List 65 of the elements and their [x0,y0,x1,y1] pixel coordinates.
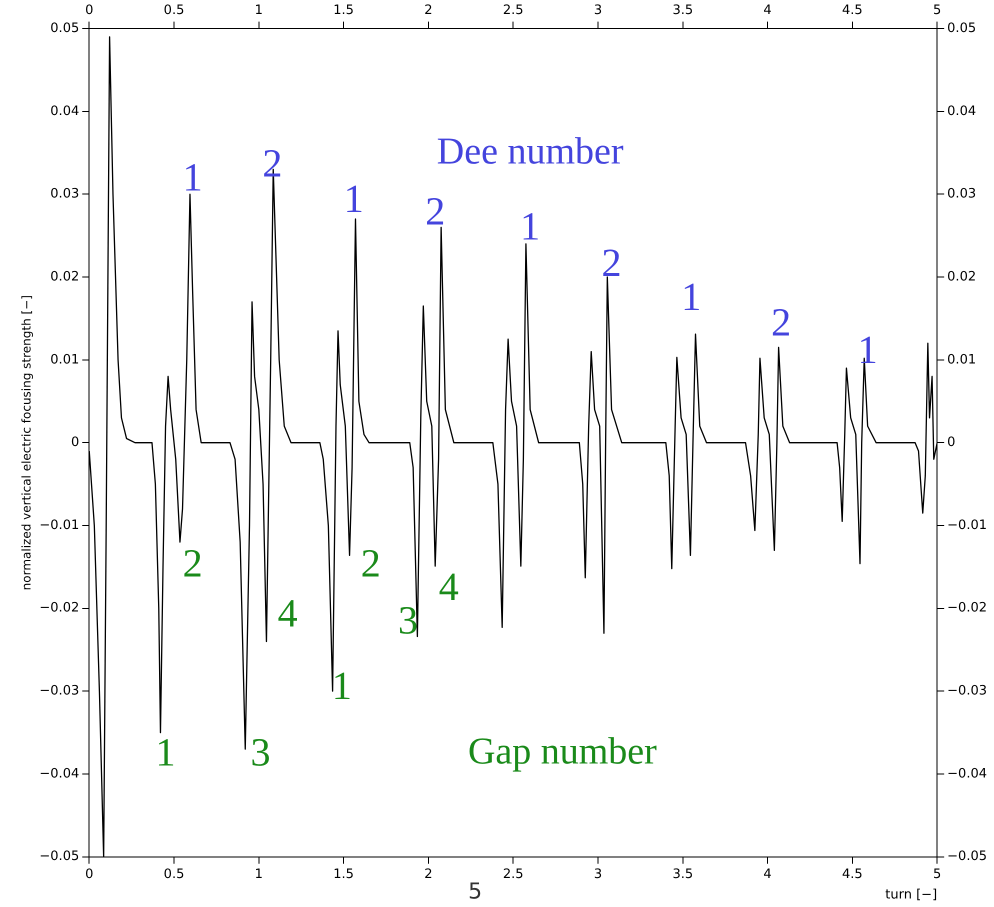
annotation: 2 [602,240,622,285]
x2-tick-label: 4 [763,3,772,18]
y-tick-label: −0.05 [39,849,80,864]
x-tick-label: 3.5 [672,866,694,882]
annotation: 2 [262,140,282,186]
x-tick-label: 2.5 [502,866,524,882]
x2-tick-label: 2 [424,3,433,18]
y-tick-label: −0.03 [39,684,80,699]
y-tick-label: 0 [70,435,80,450]
y-tick-label: 0.02 [50,269,80,284]
annotation: 1 [156,729,176,774]
x-tick-label: 0.5 [164,866,184,882]
x2-tick-label: 5 [933,3,942,18]
annotation: 2 [425,188,446,234]
x2-tick-label: 0 [85,3,94,18]
y2-tick-label: 0.01 [947,352,976,368]
annotation: 1 [344,176,364,222]
y2-tick-label: −0.04 [947,766,988,782]
y-tick-label: −0.04 [39,766,80,782]
x-tick-label: 1.5 [333,866,354,882]
y-tick-label: −0.02 [39,600,80,616]
x-tick-label: 2 [424,866,433,882]
y-tick-label: 0.01 [50,352,80,368]
annotation: 3 [398,598,418,643]
annotation: 2 [182,540,203,586]
x2-tick-label: 1.5 [333,3,354,18]
x-tick-label: 4 [763,866,772,882]
x-tick-label: 0 [85,866,94,882]
x-tick-label: 1 [254,866,263,882]
y2-tick-label: −0.05 [947,849,988,864]
x-tick-label: 5 [933,866,942,882]
y-tick-label: −0.01 [39,518,80,533]
x-tick-label: 3 [594,866,602,882]
y2-tick-label: 0.05 [947,20,976,36]
y2-tick-label: 0.04 [947,104,976,119]
y2-tick-label: −0.03 [947,684,988,699]
x2-tick-label: 0.5 [164,3,184,18]
annotation: Dee number [436,130,624,173]
y-tick-label: 0.05 [50,20,80,36]
y-tick-label: 0.03 [50,186,80,202]
x2-tick-label: 4.5 [842,3,863,18]
annotation: 1 [520,204,540,249]
y2-tick-label: 0.03 [947,186,976,202]
y-axis-title: normalized vertical electric focusing strength [−] [19,295,34,590]
annotation: 2 [360,540,381,586]
annotation: 1 [182,154,203,200]
x-tick-label: 4.5 [842,866,863,882]
y2-tick-label: 0 [947,435,956,450]
annotation: 1 [858,326,878,372]
annotation: 4 [278,590,298,636]
annotation: 2 [771,300,792,345]
y2-tick-label: −0.02 [947,600,988,616]
x2-tick-label: 3 [594,3,602,18]
annotation: Gap number [468,730,658,772]
x2-tick-label: 3.5 [672,3,694,18]
annotation: 1 [332,663,352,708]
y-tick-label: 0.04 [50,104,80,119]
annotation: 4 [438,564,459,609]
x2-tick-label: 1 [254,3,263,18]
x-axis-title: turn [−] [885,888,938,903]
x2-tick-label: 2.5 [502,3,524,18]
y2-tick-label: 0.02 [947,269,976,284]
annotation: 1 [681,274,702,319]
y2-tick-label: −0.01 [947,518,988,533]
annotation: 3 [250,729,271,774]
